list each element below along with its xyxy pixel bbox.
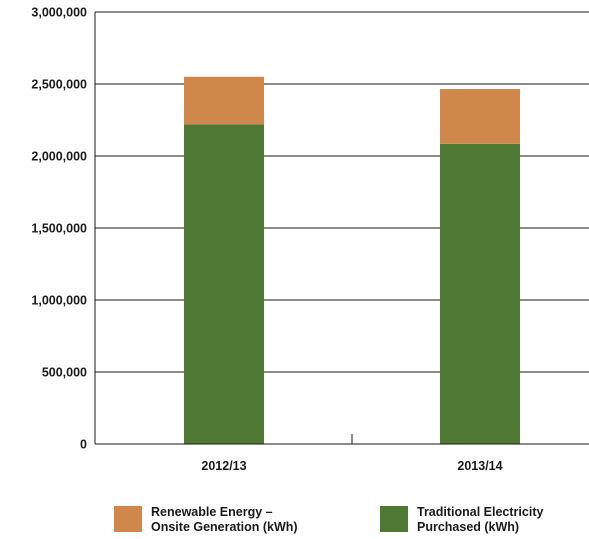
y-tick-label: 3,000,000 bbox=[31, 6, 87, 20]
legend: Renewable Energy –Onsite Generation (kWh… bbox=[114, 505, 543, 534]
bars bbox=[184, 76, 520, 444]
y-tick-label: 2,500,000 bbox=[31, 78, 87, 92]
legend-item-renewable-energy: Renewable Energy –Onsite Generation (kWh… bbox=[114, 505, 298, 534]
legend-label: Purchased (kWh) bbox=[417, 520, 519, 534]
legend-label: Onsite Generation (kWh) bbox=[151, 520, 298, 534]
x-category-label: 2013/14 bbox=[457, 459, 502, 473]
x-category-labels: 2012/13 2013/14 bbox=[201, 459, 502, 473]
x-category-label: 2012/13 bbox=[201, 459, 246, 473]
y-tick-label: 0 bbox=[80, 438, 87, 452]
y-tick-label: 500,000 bbox=[42, 366, 87, 380]
y-tick-label: 1,000,000 bbox=[31, 294, 87, 308]
legend-label: Traditional Electricity bbox=[417, 505, 543, 519]
bar-segment-traditional-electricity-1 bbox=[184, 124, 264, 444]
axes bbox=[94, 12, 589, 445]
bar-segment-traditional-electricity-2 bbox=[440, 143, 520, 444]
legend-swatch bbox=[114, 506, 142, 532]
bar-segment-renewable-energy-1 bbox=[184, 76, 264, 125]
y-tick-labels: 0 500,000 1,000,000 1,500,000 2,000,000 2,500… bbox=[31, 6, 87, 452]
y-tick-label: 2,000,000 bbox=[31, 150, 87, 164]
bar-segment-renewable-energy-2 bbox=[440, 89, 520, 144]
legend-swatch bbox=[380, 506, 408, 532]
legend-label: Renewable Energy – bbox=[151, 505, 273, 519]
y-tick-label: 1,500,000 bbox=[31, 222, 87, 236]
